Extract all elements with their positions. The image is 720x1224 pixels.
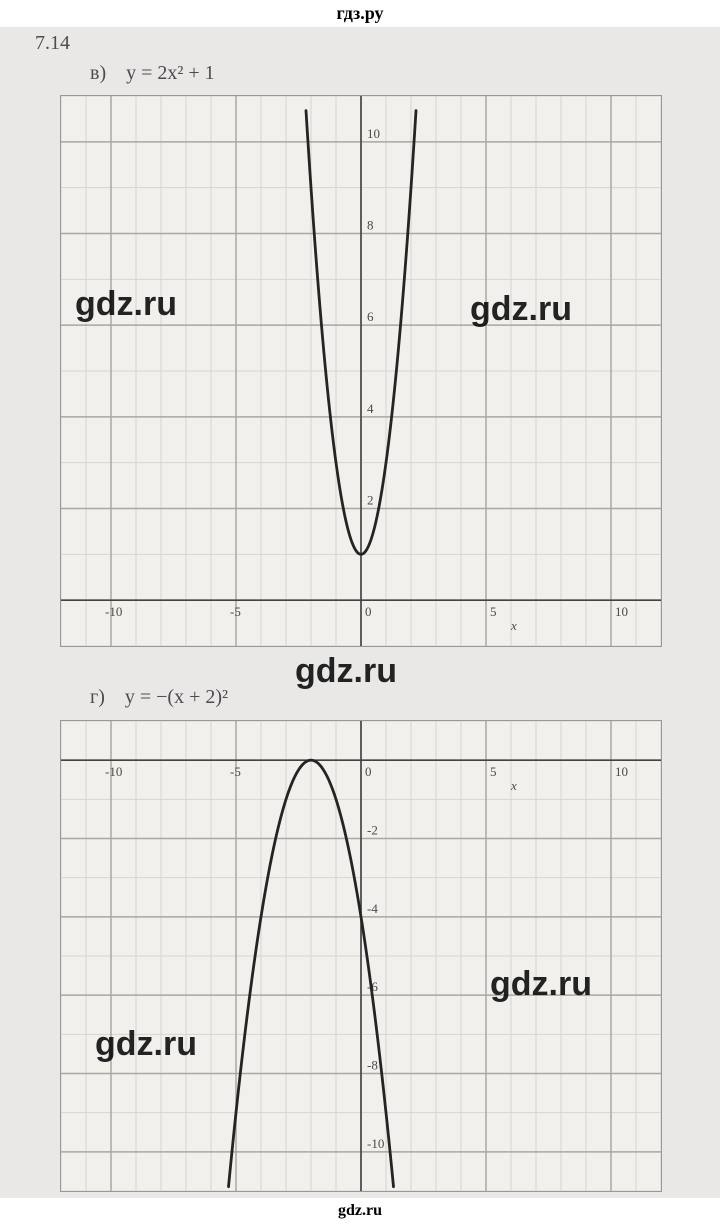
watermark: gdz.ru <box>95 1025 197 1064</box>
page-header: гдз.ру <box>0 0 720 27</box>
eq-v-formula: y = 2x² + 1 <box>126 62 215 84</box>
eq-g-formula: y = −(x + 2)² <box>125 686 228 708</box>
svg-text:-10: -10 <box>105 764 122 779</box>
svg-text:-4: -4 <box>367 901 378 916</box>
svg-text:2: 2 <box>367 493 374 508</box>
svg-text:10: 10 <box>615 764 628 779</box>
chart-parabola-up: -10 -5 0 5 10 2 4 6 8 10 x <box>60 95 662 647</box>
svg-text:-10: -10 <box>105 604 122 619</box>
svg-text:4: 4 <box>367 401 374 416</box>
svg-text:5: 5 <box>490 764 497 779</box>
svg-text:-2: -2 <box>367 823 378 838</box>
svg-text:10: 10 <box>367 126 380 141</box>
problem-number: 7.14 <box>35 32 70 55</box>
watermark: gdz.ru <box>75 285 177 324</box>
svg-text:5: 5 <box>490 604 497 619</box>
chart-parabola-down: -10-50510-10-8-6-4-2x <box>60 720 662 1192</box>
watermark: gdz.ru <box>295 652 397 691</box>
svg-text:6: 6 <box>367 309 374 324</box>
equation-v: в) y = 2x² + 1 <box>90 62 215 85</box>
page-footer: gdz.ru <box>0 1198 720 1224</box>
equation-g: г) y = −(x + 2)² <box>90 686 228 709</box>
svg-text:0: 0 <box>365 604 372 619</box>
watermark: gdz.ru <box>470 290 572 329</box>
svg-text:8: 8 <box>367 218 374 233</box>
watermark: gdz.ru <box>490 965 592 1004</box>
svg-text:-5: -5 <box>230 604 241 619</box>
svg-text:x: x <box>510 618 517 633</box>
svg-text:10: 10 <box>615 604 628 619</box>
eq-v-label: в) <box>90 62 106 84</box>
svg-text:-5: -5 <box>230 764 241 779</box>
svg-text:x: x <box>510 778 517 793</box>
svg-text:-10: -10 <box>367 1136 384 1151</box>
svg-text:0: 0 <box>365 764 372 779</box>
eq-g-label: г) <box>90 686 105 708</box>
svg-text:-8: -8 <box>367 1058 378 1073</box>
